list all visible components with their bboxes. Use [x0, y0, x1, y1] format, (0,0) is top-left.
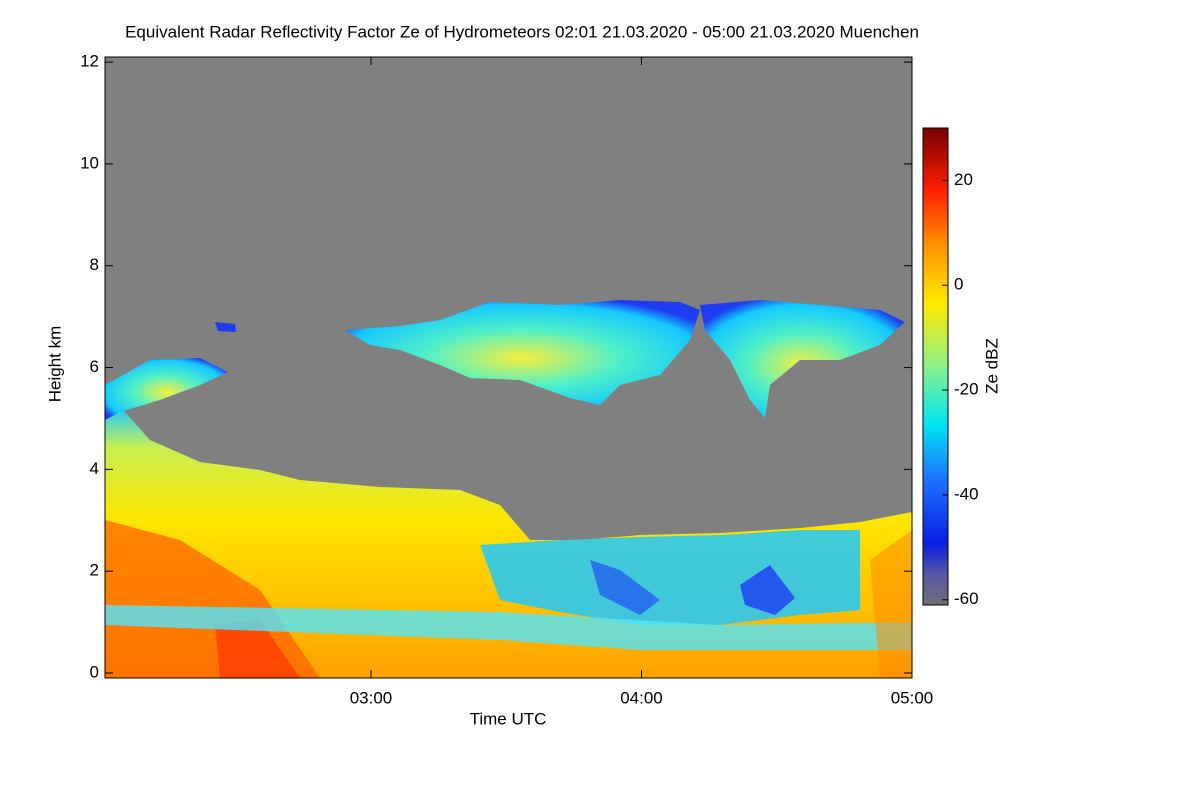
x-tick-label: 03:00 [350, 688, 393, 707]
y-tick-label: 0 [90, 662, 99, 681]
y-axis-label: Height km [45, 326, 64, 403]
radar-field [105, 57, 912, 678]
x-tick-label: 04:00 [620, 688, 663, 707]
y-tick-label: 10 [80, 153, 99, 172]
y-tick-label: 4 [90, 459, 99, 478]
colorbar-tick-label: -20 [954, 380, 979, 399]
chart-title: Equivalent Radar Reflectivity Factor Ze … [125, 22, 919, 41]
y-tick-label: 8 [90, 255, 99, 274]
y-tick-label: 2 [90, 561, 99, 580]
y-tick-label: 6 [90, 357, 99, 376]
colorbar-tick-label: -40 [954, 484, 979, 503]
colorbar-tick-label: -60 [954, 589, 979, 608]
colorbar-label: Ze dBZ [982, 338, 1001, 394]
colorbar-tick-label: 20 [954, 170, 973, 189]
x-axis-label: Time UTC [470, 709, 547, 728]
colorbar-tick-label: 0 [954, 275, 963, 294]
y-tick-label: 12 [80, 52, 99, 71]
x-tick-label: 05:00 [891, 688, 934, 707]
colorbar [922, 127, 949, 606]
